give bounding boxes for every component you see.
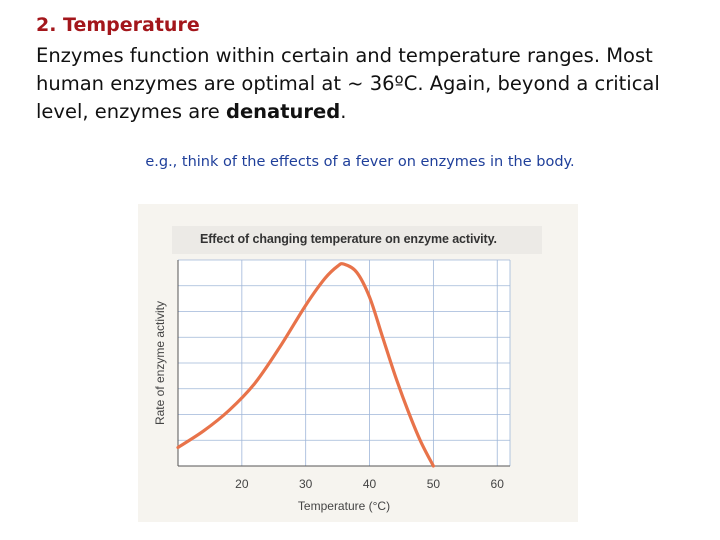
x-axis-label: Temperature (°C) — [298, 499, 390, 513]
example-note: e.g., think of the effects of a fever on… — [145, 154, 575, 170]
x-tick-label: 40 — [363, 477, 377, 491]
enzyme-activity-chart: 20 30 40 50 60 Temperature (°C) Rate of enzyme… — [153, 259, 511, 513]
slide-heading: 2. Temperature — [36, 14, 200, 36]
x-tick-label: 60 — [491, 477, 505, 491]
paragraph-text: Enzymes function within certain and temp… — [36, 44, 660, 123]
x-tick-label: 20 — [235, 477, 249, 491]
y-axis-label: Rate of enzyme activity — [153, 301, 167, 425]
chart-figure: Effect of changing temperature on enzyme… — [138, 204, 578, 522]
activity-curve — [176, 262, 435, 468]
paragraph-bold-term: denatured — [225, 100, 341, 123]
x-tick-label: 50 — [427, 477, 441, 491]
chart-title: Effect of changing temperature on enzyme… — [200, 232, 497, 246]
chart-title-band — [172, 226, 542, 254]
x-tick-label: 30 — [299, 477, 313, 491]
body-paragraph: Enzymes function within certain and temp… — [36, 42, 696, 126]
paragraph-end: . — [340, 100, 347, 123]
